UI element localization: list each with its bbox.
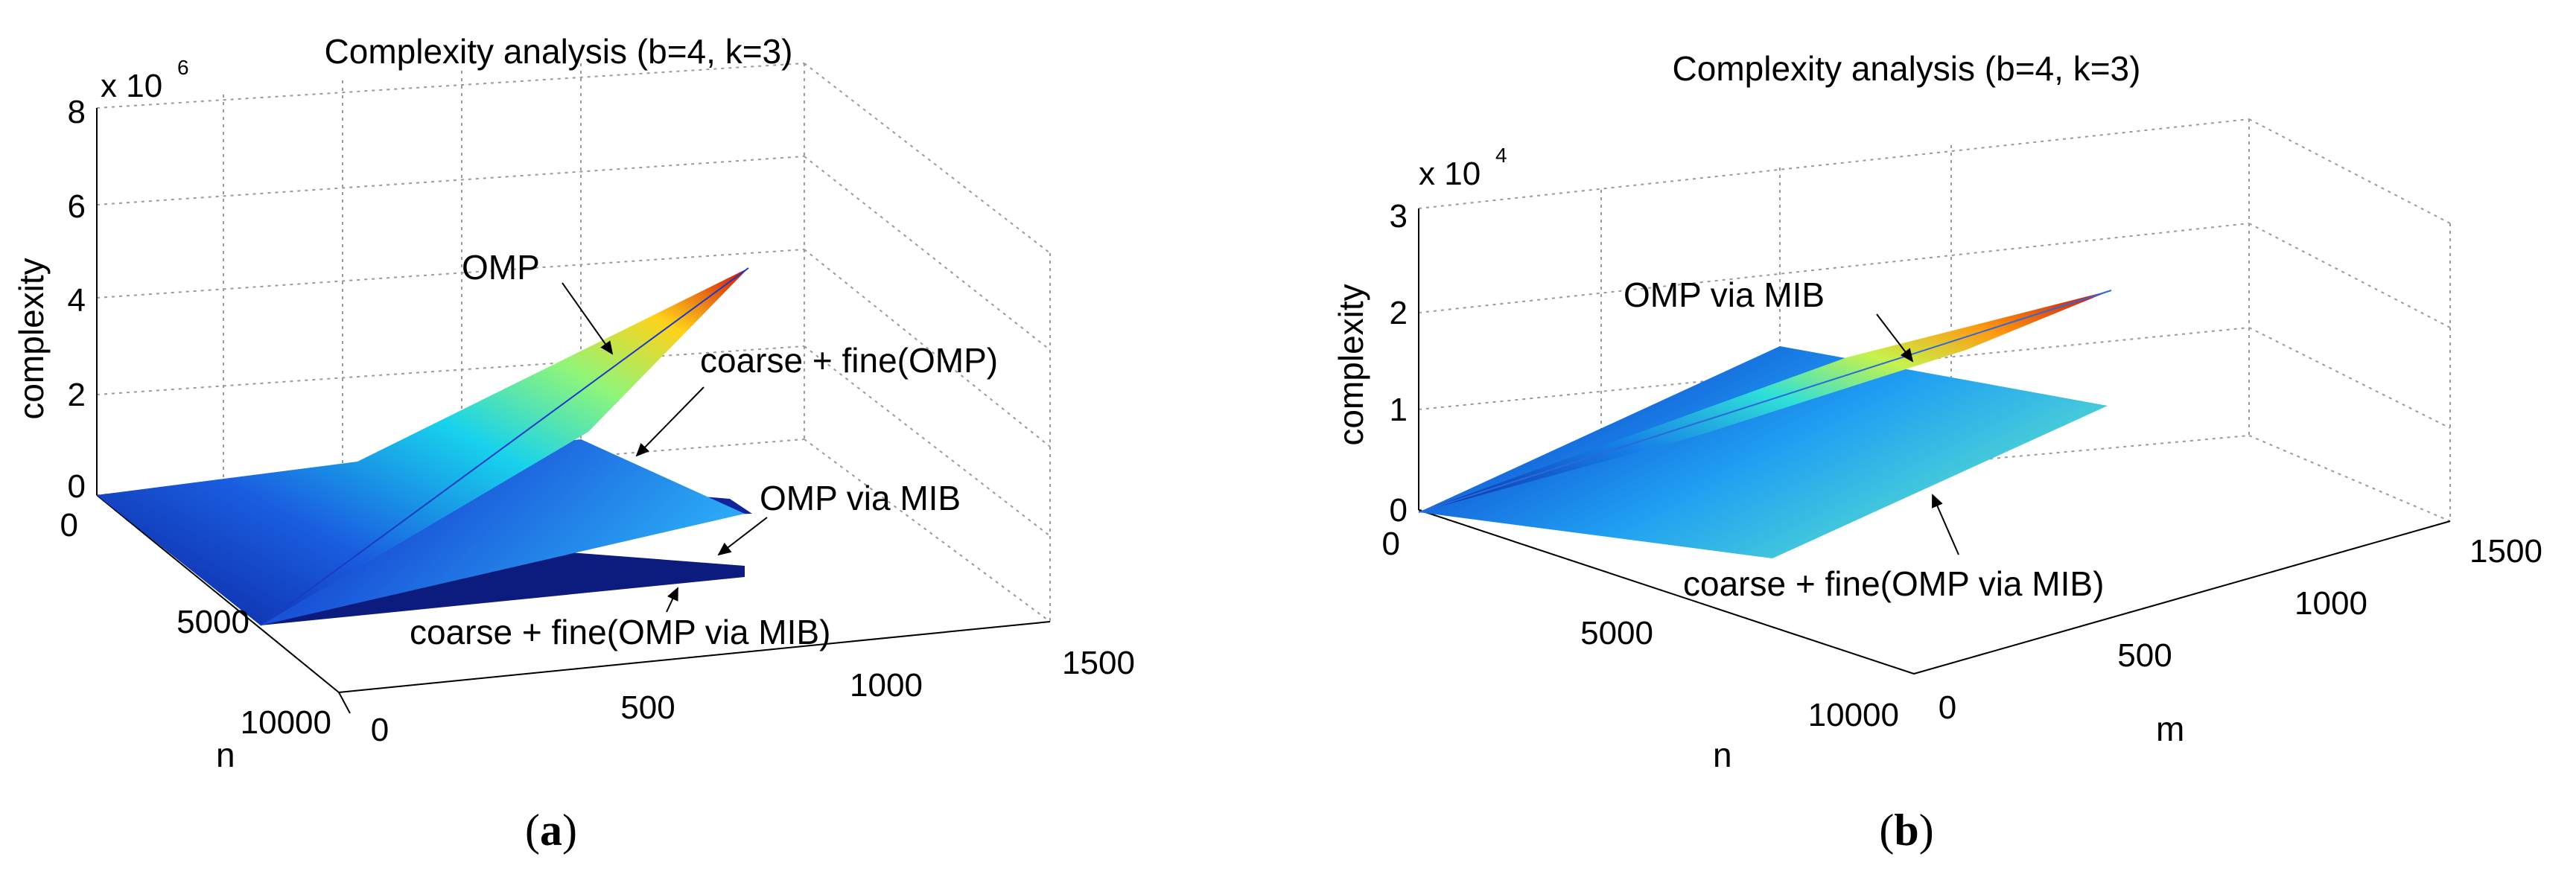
z-axis-label-a: complexity — [12, 258, 51, 419]
z-tick-a-2: 4 — [68, 282, 86, 319]
m-tick-b-0: 0 — [1939, 689, 1956, 726]
arrow-coarse-fine-omp-via-mib-a — [666, 587, 678, 613]
m-tick-b-1: 500 — [2117, 637, 2172, 674]
z-tick-b-2: 2 — [1390, 295, 1408, 331]
arrow-coarse-fine-omp-via-mib-b — [1932, 494, 1959, 555]
annotation-omp-via-mib-b: OMP via MIB — [1623, 275, 1825, 314]
n-axis-label-a: n — [216, 736, 235, 774]
panel-a-axes — [96, 108, 1051, 714]
caption-b: (b) — [1879, 806, 1933, 855]
arrow-omp-via-mib-a — [717, 517, 768, 556]
panel-b: 0 1 2 3 x 10 4 complexity 0 5000 10000 n… — [1332, 49, 2542, 855]
n-tick-a-0: 0 — [60, 507, 78, 543]
z-tick-a-3: 6 — [68, 188, 86, 225]
n-tick-b-0: 0 — [1382, 526, 1400, 562]
panel-a-z-ticks: 0 2 4 6 8 — [68, 94, 86, 505]
m-tick-a-0: 0 — [371, 712, 389, 748]
z-tick-a-0: 0 — [68, 468, 86, 505]
chart-title-b: Complexity analysis (b=4, k=3) — [1673, 49, 2141, 88]
n-tick-a-2: 10000 — [241, 704, 331, 741]
panel-b-axes — [1418, 208, 2451, 675]
m-axis-label-b: m — [2156, 710, 2184, 748]
z-tick-b-3: 3 — [1390, 198, 1408, 235]
m-tick-a-1: 500 — [620, 689, 675, 726]
annotation-coarse-fine-omp-via-mib-a: coarse + fine(OMP via MIB) — [410, 613, 830, 651]
z-exponent-b: 4 — [1495, 144, 1507, 167]
z-axis-label-b: complexity — [1332, 284, 1370, 445]
n-tick-b-2: 10000 — [1808, 697, 1899, 733]
arrow-omp-via-mib-b — [1876, 313, 1914, 363]
surface-coarse-fine-omp-via-mib-b — [1419, 346, 2108, 558]
caption-a: (a) — [525, 806, 577, 855]
n-tick-b-1: 5000 — [1580, 615, 1653, 651]
arrow-omp-a — [562, 282, 614, 355]
annotation-coarse-fine-omp-via-mib-b: coarse + fine(OMP via MIB) — [1683, 564, 2104, 603]
z-tick-b-0: 0 — [1390, 492, 1408, 529]
m-tick-a-2: 1000 — [850, 667, 923, 704]
z-multiplier-b: x 10 — [1419, 156, 1481, 192]
surface-omp-a — [97, 268, 748, 625]
z-tick-a-4: 8 — [68, 94, 86, 130]
annotation-omp-via-mib-a: OMP via MIB — [760, 479, 961, 517]
arrow-coarse-fine-omp-a — [635, 386, 705, 457]
chart-title-a: Complexity analysis (b=4, k=3) — [325, 32, 793, 71]
z-multiplier-a: x 10 — [101, 68, 162, 104]
z-tick-b-1: 1 — [1390, 392, 1408, 428]
n-axis-label-b: n — [1713, 736, 1732, 774]
z-tick-a-1: 2 — [68, 377, 86, 413]
annotation-omp-a: OMP — [462, 248, 540, 287]
n-tick-a-1: 5000 — [176, 604, 249, 640]
m-tick-a-3: 1500 — [1062, 645, 1135, 681]
z-exponent-a: 6 — [177, 56, 189, 79]
annotation-coarse-fine-omp-a: coarse + fine(OMP) — [700, 341, 998, 380]
m-tick-b-3: 1500 — [2470, 533, 2542, 570]
m-tick-b-2: 1000 — [2294, 585, 2367, 622]
panel-a: 0 2 4 6 8 x 10 6 complexity 0 5000 10000… — [12, 32, 1135, 855]
